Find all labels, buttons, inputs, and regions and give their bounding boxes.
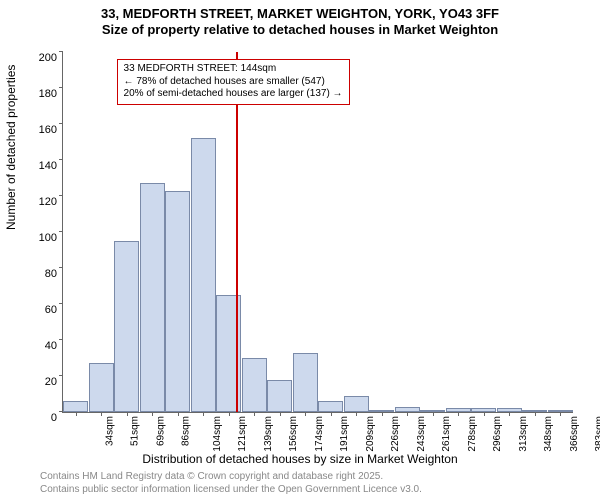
y-tick-label: 200 bbox=[39, 52, 57, 64]
histogram-bar bbox=[242, 358, 267, 412]
x-tick-label: 139sqm bbox=[263, 416, 274, 452]
y-tick-mark bbox=[59, 195, 63, 196]
x-tick-mark bbox=[76, 412, 77, 416]
y-tick-label: 0 bbox=[51, 412, 57, 424]
x-tick-mark bbox=[433, 412, 434, 416]
x-tick-mark bbox=[331, 412, 332, 416]
x-tick-mark bbox=[101, 412, 102, 416]
x-tick-mark bbox=[407, 412, 408, 416]
y-tick-mark bbox=[59, 339, 63, 340]
y-tick-label: 60 bbox=[45, 304, 57, 316]
y-tick-mark bbox=[59, 51, 63, 52]
x-tick-label: 296sqm bbox=[492, 416, 503, 452]
y-tick-mark bbox=[59, 159, 63, 160]
x-tick-label: 174sqm bbox=[314, 416, 325, 452]
chart-title-sub: Size of property relative to detached ho… bbox=[0, 21, 600, 37]
x-tick-label: 313sqm bbox=[518, 416, 529, 452]
x-tick-label: 261sqm bbox=[441, 416, 452, 452]
x-tick-label: 348sqm bbox=[543, 416, 554, 452]
footer-attribution: Contains HM Land Registry data © Crown c… bbox=[40, 471, 422, 496]
y-tick-mark bbox=[59, 375, 63, 376]
annotation-line-1: 33 MEDFORTH STREET: 144sqm bbox=[124, 63, 343, 76]
footer-line-1: Contains HM Land Registry data © Crown c… bbox=[40, 471, 422, 484]
x-tick-label: 104sqm bbox=[212, 416, 223, 452]
histogram-bar bbox=[267, 380, 292, 412]
x-tick-label: 209sqm bbox=[365, 416, 376, 452]
x-axis-label: Distribution of detached houses by size … bbox=[0, 452, 600, 466]
x-tick-label: 383sqm bbox=[594, 416, 600, 452]
annotation-line-3: 20% of semi-detached houses are larger (… bbox=[124, 88, 343, 101]
annotation-box: 33 MEDFORTH STREET: 144sqm← 78% of detac… bbox=[117, 59, 350, 105]
footer-line-2: Contains public sector information licen… bbox=[40, 484, 422, 497]
x-tick-label: 69sqm bbox=[155, 416, 166, 446]
x-tick-mark bbox=[178, 412, 179, 416]
x-tick-label: 86sqm bbox=[181, 416, 192, 446]
histogram-bar bbox=[344, 396, 369, 412]
x-tick-mark bbox=[458, 412, 459, 416]
x-tick-label: 191sqm bbox=[339, 416, 350, 452]
y-tick-label: 80 bbox=[45, 268, 57, 280]
y-tick-label: 140 bbox=[39, 160, 57, 172]
y-tick-mark bbox=[59, 87, 63, 88]
x-tick-mark bbox=[280, 412, 281, 416]
x-tick-mark bbox=[509, 412, 510, 416]
histogram-bar bbox=[89, 363, 114, 412]
y-tick-label: 20 bbox=[45, 376, 57, 388]
histogram-bar bbox=[114, 241, 139, 412]
x-tick-label: 156sqm bbox=[288, 416, 299, 452]
y-tick-label: 180 bbox=[39, 88, 57, 100]
plot-area: 02040608010012014016018020034sqm51sqm69s… bbox=[62, 52, 573, 413]
x-tick-label: 51sqm bbox=[130, 416, 141, 446]
x-tick-mark bbox=[127, 412, 128, 416]
property-marker-line bbox=[236, 52, 238, 412]
x-tick-mark bbox=[560, 412, 561, 416]
x-tick-label: 278sqm bbox=[467, 416, 478, 452]
y-axis-label: Number of detached properties bbox=[4, 65, 18, 230]
x-tick-mark bbox=[535, 412, 536, 416]
x-tick-label: 34sqm bbox=[104, 416, 115, 446]
y-tick-mark bbox=[59, 123, 63, 124]
y-tick-mark bbox=[59, 267, 63, 268]
annotation-line-2: ← 78% of detached houses are smaller (54… bbox=[124, 76, 343, 89]
x-tick-mark bbox=[203, 412, 204, 416]
x-tick-mark bbox=[254, 412, 255, 416]
x-tick-label: 226sqm bbox=[390, 416, 401, 452]
y-tick-label: 120 bbox=[39, 196, 57, 208]
histogram-bar bbox=[140, 183, 165, 412]
x-tick-label: 243sqm bbox=[416, 416, 427, 452]
histogram-bar bbox=[318, 401, 343, 412]
x-tick-label: 366sqm bbox=[569, 416, 580, 452]
histogram-bar bbox=[165, 191, 190, 412]
y-tick-label: 100 bbox=[39, 232, 57, 244]
y-tick-label: 160 bbox=[39, 124, 57, 136]
y-tick-mark bbox=[59, 303, 63, 304]
histogram-bar bbox=[191, 138, 216, 412]
x-tick-mark bbox=[305, 412, 306, 416]
y-tick-mark bbox=[59, 231, 63, 232]
histogram-bar bbox=[293, 353, 318, 412]
x-tick-mark bbox=[229, 412, 230, 416]
x-tick-mark bbox=[356, 412, 357, 416]
x-tick-mark bbox=[484, 412, 485, 416]
histogram-bar bbox=[63, 401, 88, 412]
y-tick-label: 40 bbox=[45, 340, 57, 352]
x-tick-mark bbox=[152, 412, 153, 416]
x-tick-mark bbox=[382, 412, 383, 416]
x-tick-label: 121sqm bbox=[237, 416, 248, 452]
chart-title-main: 33, MEDFORTH STREET, MARKET WEIGHTON, YO… bbox=[0, 0, 600, 21]
